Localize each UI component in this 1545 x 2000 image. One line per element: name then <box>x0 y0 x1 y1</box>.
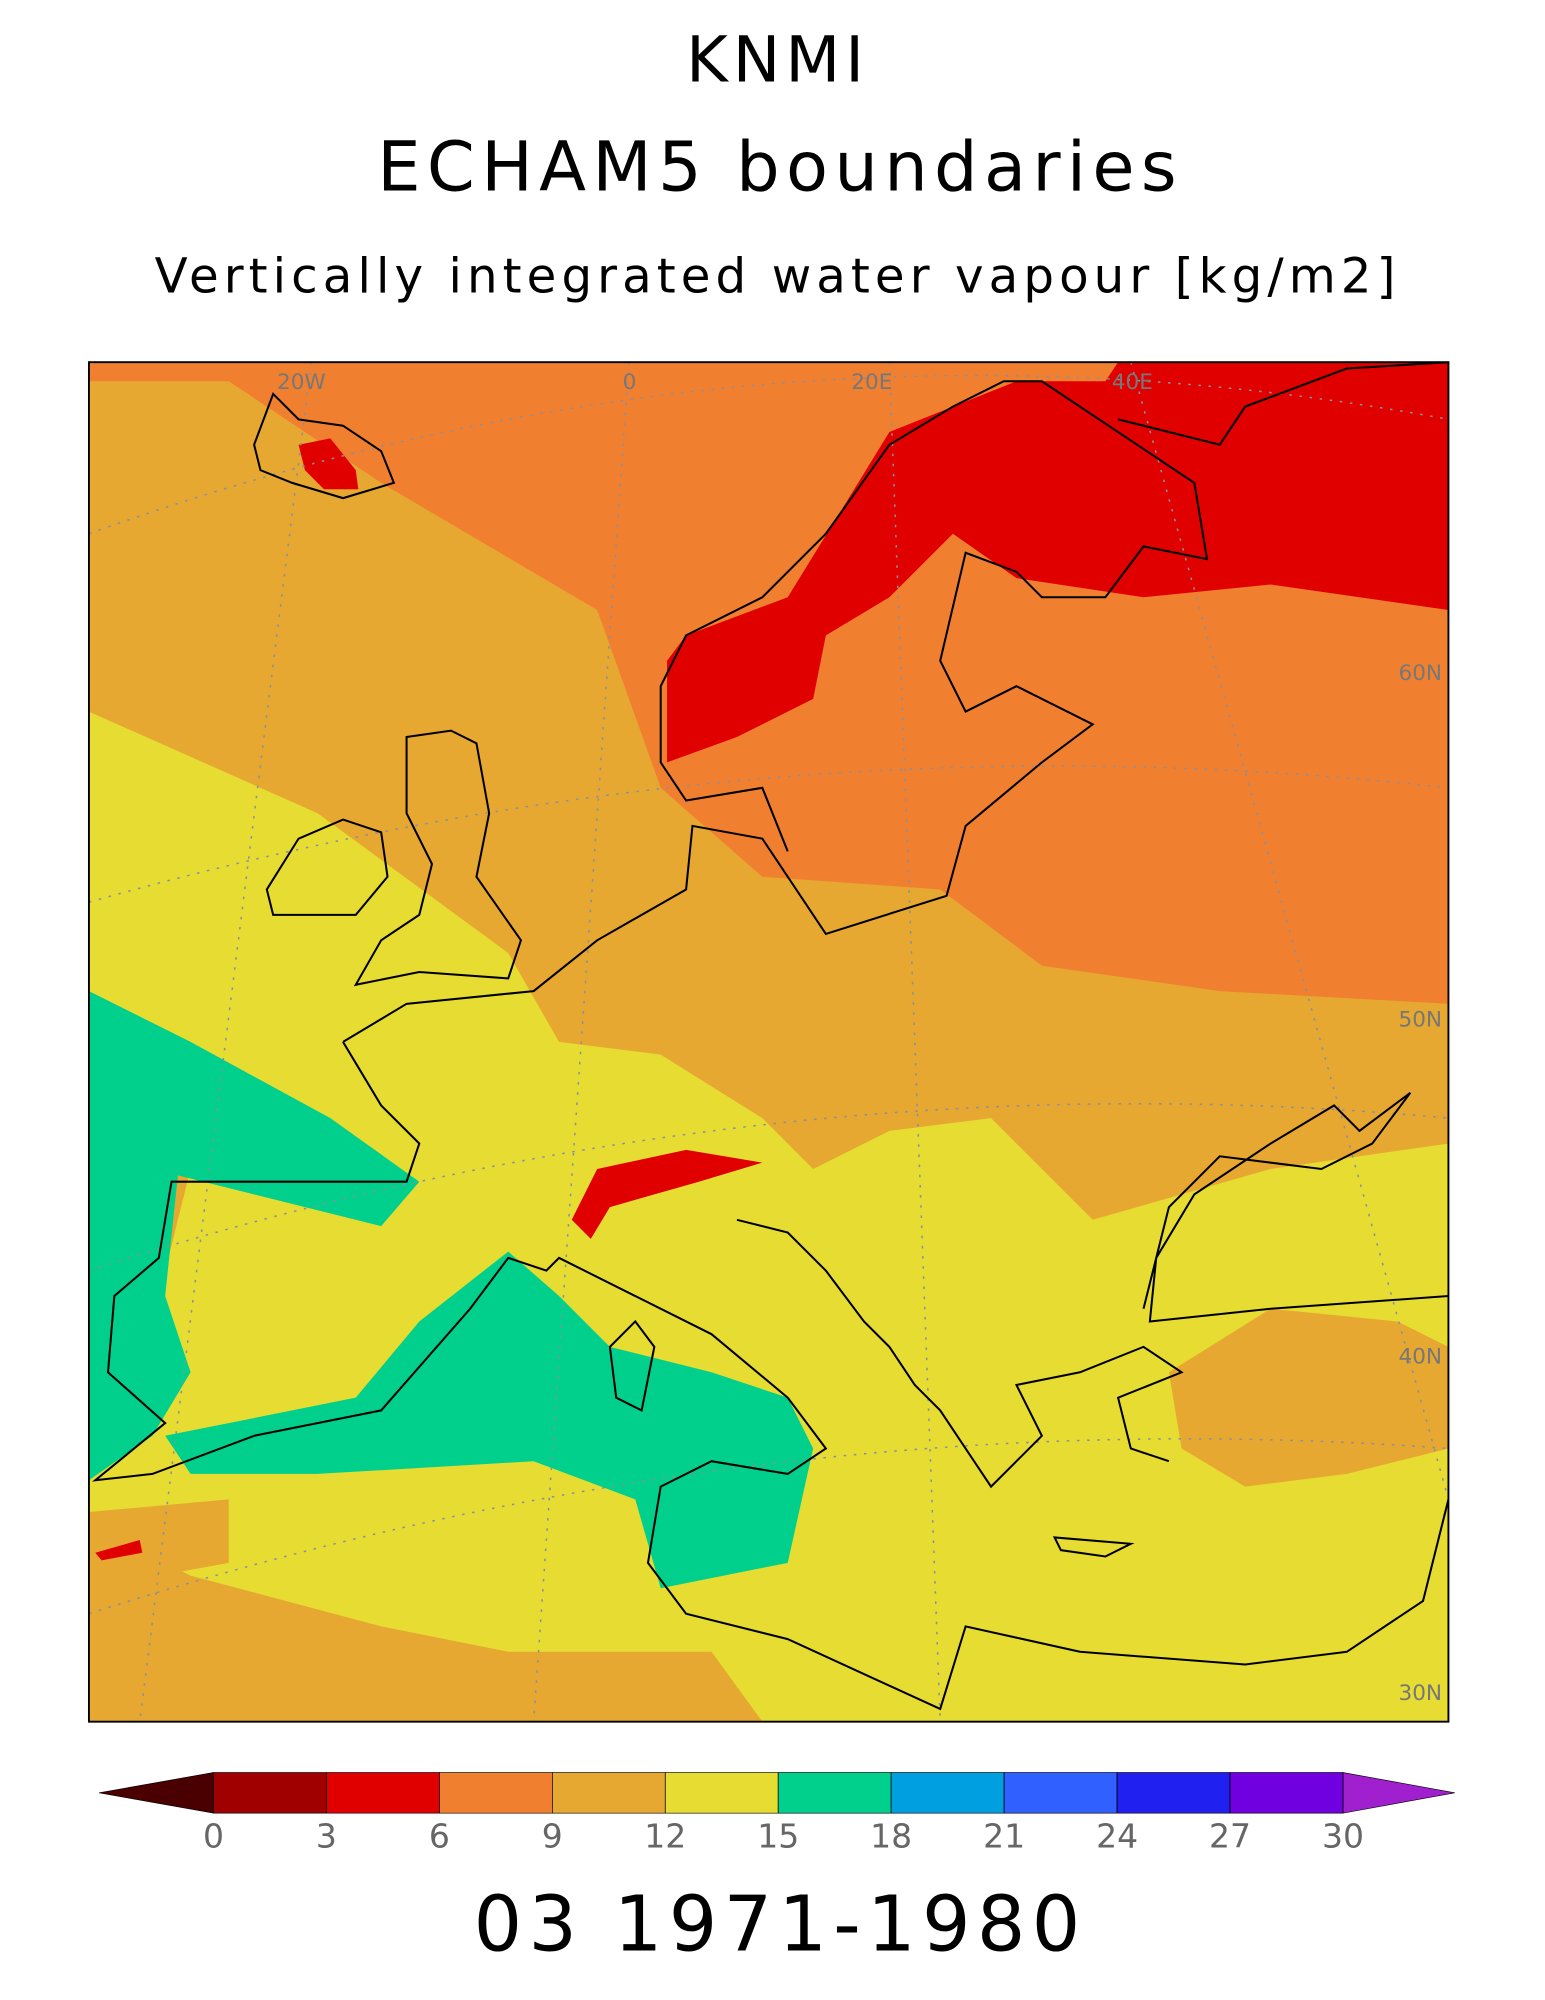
lat-label: 30N <box>1398 1681 1442 1706</box>
colorbar-segment <box>1229 1772 1344 1814</box>
lat-label: 50N <box>1398 1008 1442 1033</box>
colorbar-tick-label: 12 <box>644 1816 686 1855</box>
coastline <box>1117 362 1449 446</box>
footer: 03 1971-1980 <box>474 1879 1087 1968</box>
colorbar-segment <box>439 1772 553 1814</box>
map <box>88 362 1449 1722</box>
lat-label: 40N <box>1398 1344 1442 1369</box>
title: KNMI <box>686 22 869 96</box>
lon-label: 20E <box>851 370 892 395</box>
coastline <box>1142 1091 1449 1323</box>
coastline <box>265 818 389 916</box>
map-region <box>165 1251 814 1589</box>
variable: Vertically integrated water vapour [kg/m… <box>155 248 1401 304</box>
map-frame <box>87 361 1450 1723</box>
map-region <box>95 1539 143 1561</box>
colorbar-tick-label: 24 <box>1096 1816 1138 1855</box>
colorbar-tick-label: 18 <box>870 1816 912 1855</box>
colorbar-tick-label: 21 <box>983 1816 1025 1855</box>
map-region <box>88 1499 229 1589</box>
colorbar-tick-label: 6 <box>429 1816 450 1855</box>
lon-label: 20W <box>277 370 326 395</box>
coastline <box>608 1319 1135 1558</box>
grid-line <box>88 1102 1449 1272</box>
colorbar-tick-label: 0 <box>203 1816 224 1855</box>
colorbar-tick-label: 3 <box>316 1816 337 1855</box>
map-region <box>571 1149 763 1239</box>
colorbar-tick-label: 27 <box>1209 1816 1251 1855</box>
grid-line <box>1130 362 1449 1500</box>
lat-label: 60N <box>1398 661 1442 686</box>
graticule-labels: 20W 0 20E 40E 60N 50N 40N 30N <box>277 370 1442 1706</box>
colorbar-segment <box>890 1772 1005 1814</box>
coastline <box>91 1041 1449 1711</box>
colorbar-segment <box>1116 1772 1231 1814</box>
colorbar-segment <box>326 1772 440 1814</box>
colorbar-segment <box>213 1772 327 1814</box>
coastline <box>91 362 1449 1711</box>
colorbar-segment <box>664 1772 779 1814</box>
coastline <box>253 392 396 500</box>
grid-line <box>532 362 630 1722</box>
colorbar-segment <box>777 1772 892 1814</box>
map-region <box>667 362 1449 763</box>
colorbar-tick-label: 9 <box>542 1816 563 1855</box>
map-region <box>298 438 359 490</box>
colorbar-tick-label: 30 <box>1322 1816 1364 1855</box>
graticule <box>88 362 1449 1722</box>
map-region <box>88 991 420 1481</box>
subtitle: ECHAM5 boundaries <box>377 128 1183 208</box>
lon-label: 40E <box>1112 370 1153 395</box>
colorbar-segment <box>551 1772 666 1814</box>
colorbar-over <box>1342 1772 1455 1814</box>
map-region <box>1168 1308 1449 1487</box>
coastline <box>353 729 523 987</box>
colorbar-segment <box>1003 1772 1118 1814</box>
coastline <box>736 1218 1184 1489</box>
lon-label: 0 <box>623 370 637 395</box>
colorbar-tick-label: 15 <box>757 1816 799 1855</box>
coastline <box>342 380 1209 1043</box>
map-region <box>88 711 1449 1722</box>
colorbar-under <box>99 1772 214 1814</box>
colorbar: 0 3 6 9 12 15 18 21 24 27 30 <box>99 1772 1455 1855</box>
